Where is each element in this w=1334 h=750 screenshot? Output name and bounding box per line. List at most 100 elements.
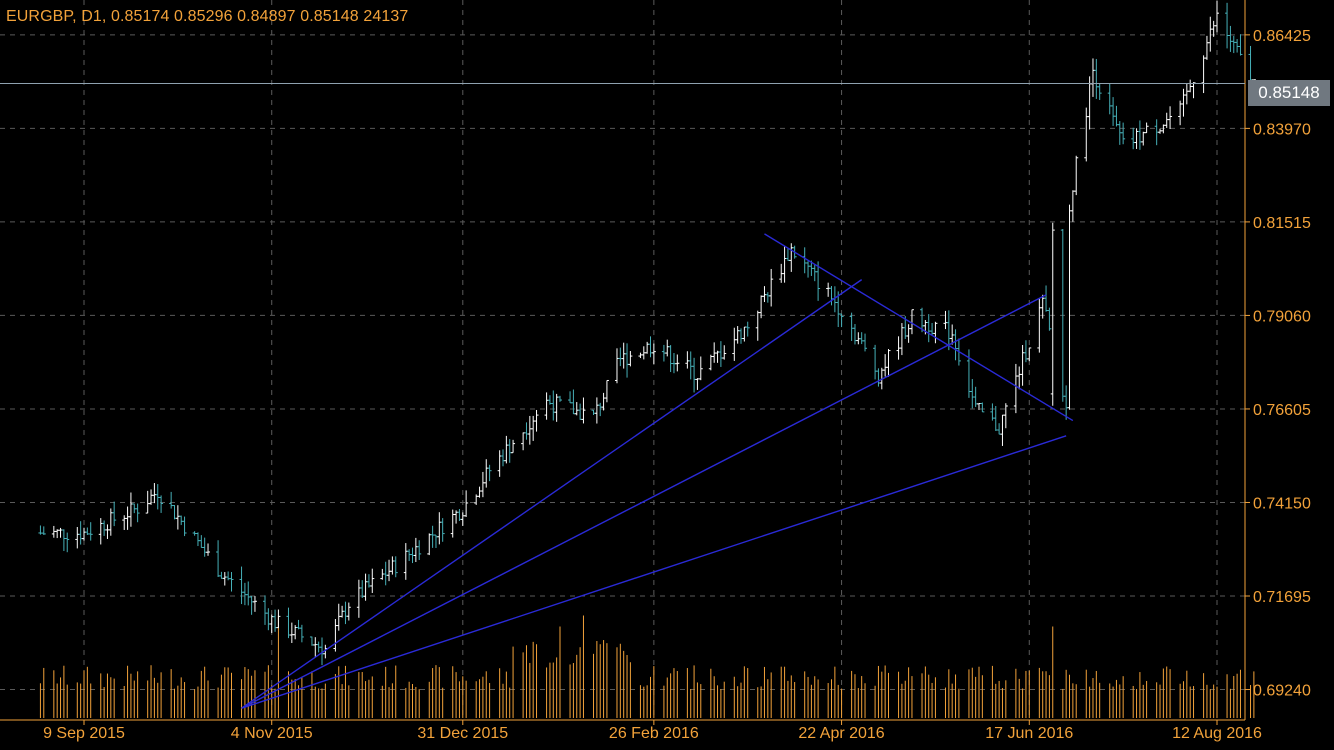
candle: [1144, 122, 1149, 134]
candle: [604, 379, 609, 403]
candle: [1215, 0, 1219, 33]
candle: [387, 559, 392, 582]
candle: [883, 354, 888, 377]
candle: [440, 518, 445, 542]
trendlines: [241, 233, 1074, 709]
price-tick-label: 0.83970: [1253, 121, 1311, 138]
candle: [145, 490, 150, 514]
candle: [829, 285, 834, 306]
time-tick-label: 22 Apr 2016: [798, 725, 884, 742]
candle: [755, 310, 760, 341]
candle: [276, 609, 281, 629]
candle: [202, 537, 207, 557]
candle: [82, 527, 86, 541]
candle: [179, 515, 184, 526]
time-tick-label: 26 Feb 2016: [609, 725, 699, 742]
candle: [1204, 35, 1209, 60]
candle: [648, 336, 653, 358]
candle: [745, 321, 750, 337]
candle: [718, 341, 723, 367]
candle: [544, 392, 549, 420]
candle: [222, 572, 227, 586]
candle: [88, 522, 93, 541]
candle: [413, 537, 418, 563]
candle: [997, 423, 1002, 435]
candle: [531, 415, 536, 441]
candle: [943, 310, 948, 330]
high-value: 0.85296: [174, 8, 233, 25]
candle: [685, 351, 690, 369]
candle: [242, 582, 247, 606]
trendline: [241, 294, 1047, 709]
candle: [407, 549, 412, 561]
candle: [692, 357, 697, 393]
candles: [38, 0, 1256, 666]
candle: [360, 580, 365, 599]
candle: [1044, 285, 1049, 312]
candle: [464, 490, 469, 517]
candle: [313, 637, 318, 657]
current-price-tag: 0.85148: [1248, 80, 1330, 106]
candle: [1238, 34, 1243, 56]
candle: [206, 543, 211, 556]
time-tick-label: 17 Jun 2016: [985, 725, 1073, 742]
candle: [487, 464, 492, 482]
candle: [286, 607, 291, 639]
candle: [675, 354, 680, 372]
candle: [886, 349, 891, 377]
trendline: [241, 435, 1067, 709]
candle: [1074, 155, 1079, 196]
candle: [239, 566, 244, 605]
candle: [601, 392, 606, 411]
candle: [859, 332, 864, 345]
candle: [289, 622, 294, 643]
candle: [169, 491, 174, 509]
price-tick-label: 0.81515: [1253, 215, 1311, 232]
candle: [1107, 83, 1112, 115]
candle: [618, 347, 623, 367]
candle: [665, 339, 670, 357]
candle: [812, 264, 817, 282]
candle: [159, 495, 164, 513]
candle: [742, 326, 747, 342]
candle: [1097, 83, 1102, 100]
candle: [906, 324, 911, 343]
candle: [527, 415, 532, 445]
candle: [199, 535, 204, 548]
low-value: 0.84897: [237, 8, 296, 25]
candle: [524, 422, 529, 440]
candle: [849, 312, 854, 341]
candle: [621, 342, 626, 369]
candle: [591, 409, 596, 415]
candle: [336, 603, 341, 631]
candle: [98, 518, 103, 545]
candle: [839, 313, 844, 328]
candle: [722, 345, 727, 360]
candle: [1235, 39, 1240, 53]
candle: [708, 354, 713, 371]
candle: [993, 406, 998, 431]
price-tick-label: 0.74150: [1253, 495, 1311, 512]
candle: [135, 503, 140, 523]
candle: [229, 572, 234, 592]
candle: [75, 526, 80, 549]
candle: [1050, 222, 1055, 406]
price-tick-label: 0.79060: [1253, 308, 1311, 325]
trendline: [764, 233, 1074, 422]
candle: [671, 353, 676, 374]
candle: [437, 512, 442, 545]
candle: [105, 524, 110, 539]
volume-bars: [39, 615, 1255, 718]
candle: [504, 435, 509, 464]
candle: [484, 459, 489, 488]
candle: [715, 350, 720, 363]
candle: [980, 402, 985, 413]
candle: [263, 595, 268, 625]
candle: [1191, 82, 1196, 99]
candle: [393, 556, 398, 578]
candle: [460, 512, 465, 527]
price-tick-label: 0.86425: [1253, 28, 1311, 45]
candle: [1161, 124, 1166, 134]
candle: [172, 505, 177, 520]
